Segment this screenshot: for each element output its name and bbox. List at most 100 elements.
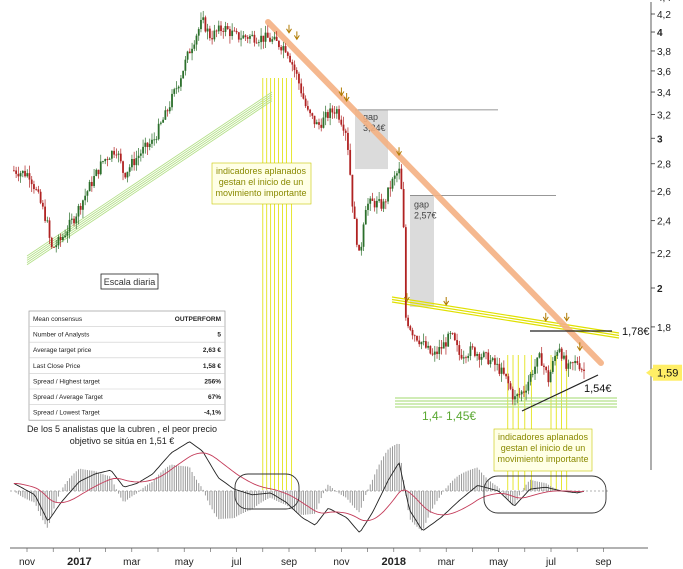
peak-arrow	[576, 342, 583, 352]
table-row-label: Mean consensus	[33, 316, 83, 323]
table-row-value: 256%	[204, 378, 221, 385]
candle-body	[171, 93, 173, 108]
candle-body	[304, 98, 307, 107]
consensus-table-frame	[28, 310, 226, 421]
candle-body	[215, 30, 218, 32]
candle-body	[53, 247, 55, 248]
table-row-value: 1,58 €	[203, 363, 221, 370]
rising-support-line	[521, 374, 599, 412]
candle-body	[583, 369, 585, 372]
candle-body	[424, 341, 427, 348]
candle-body	[556, 351, 559, 356]
time-tick-label: jul	[231, 557, 242, 568]
candle-body	[438, 347, 441, 355]
candle-body	[289, 55, 291, 63]
candle-body	[46, 220, 49, 222]
candle-body	[320, 124, 323, 128]
peak-arrow	[286, 24, 292, 34]
candle-body	[525, 390, 528, 393]
candle-body	[349, 149, 352, 175]
candle-body	[61, 237, 64, 241]
candle-body	[396, 173, 398, 176]
table-row-label: Last Close Price	[33, 363, 81, 370]
candle-body	[574, 361, 577, 364]
candle-body	[278, 40, 280, 48]
table-row-value: 5	[217, 332, 221, 339]
gap-label-line: gap	[363, 112, 378, 122]
candle-body	[271, 39, 274, 42]
candle-body	[551, 360, 554, 372]
candle-body	[534, 366, 536, 374]
support-channel-line	[26, 100, 273, 266]
candle-body	[264, 32, 267, 42]
candle-body	[569, 362, 572, 364]
candle-body	[480, 356, 483, 360]
candle-body	[17, 173, 20, 177]
candle-body	[157, 123, 160, 140]
candle-body	[465, 357, 467, 359]
time-tick-label: jul	[545, 557, 556, 568]
candle-body	[500, 367, 503, 374]
candle-body	[284, 46, 287, 53]
candle-body	[567, 363, 570, 369]
candle-body	[128, 167, 131, 172]
peak-arrow	[403, 293, 410, 303]
candle-body	[580, 369, 583, 371]
candle-body	[126, 171, 129, 178]
candle-body	[249, 35, 251, 39]
price-tick-label: 3,8	[657, 47, 671, 58]
candle-body	[202, 17, 205, 20]
candle-body	[322, 117, 325, 128]
candle-body	[257, 42, 260, 43]
level-label-178: 1,78€	[622, 326, 650, 338]
candle-body	[571, 362, 574, 364]
candle-body	[295, 70, 298, 74]
peak-arrow	[343, 93, 350, 103]
candle-body	[442, 342, 445, 349]
candle-body	[291, 62, 294, 65]
candle-body	[282, 46, 285, 51]
candle-body	[155, 139, 158, 140]
candle-body	[84, 195, 87, 201]
candle-body	[220, 25, 222, 32]
annotation-box	[211, 162, 312, 205]
candle-body	[88, 181, 91, 192]
candle-body	[217, 25, 220, 32]
candle-body	[560, 348, 563, 359]
price-tick-label: 3,4	[657, 88, 671, 99]
candle-body	[547, 370, 550, 383]
candle-body	[420, 342, 423, 345]
candle-body	[28, 173, 31, 180]
last-price-pointer	[646, 367, 653, 378]
candle-body	[329, 108, 332, 118]
time-tick-label: sep	[595, 557, 612, 568]
price-tick-label: 3,2	[657, 110, 671, 121]
candle-body	[269, 37, 271, 42]
candle-body	[231, 30, 234, 37]
candle-body	[453, 333, 456, 341]
candle-body	[273, 36, 276, 40]
candle-body	[41, 202, 44, 207]
candle-body	[119, 153, 122, 162]
candle-body	[389, 187, 392, 189]
support-channel-line	[26, 91, 273, 257]
price-tick-label: 2,4	[657, 217, 671, 228]
level-label-range: 1,4- 1,45€	[422, 409, 476, 423]
candle-body	[266, 32, 269, 38]
peak-arrow	[542, 312, 549, 322]
candle-body	[240, 38, 242, 40]
candle-body	[460, 354, 463, 359]
candle-body	[498, 363, 501, 374]
candle-body	[124, 172, 127, 178]
candle-body	[360, 246, 363, 251]
candle-body	[180, 78, 182, 87]
candles-group	[13, 10, 585, 406]
candle-body	[469, 346, 472, 356]
consensus-table: Mean consensus OUTPERFORM Number of Analys…	[28, 310, 226, 421]
candle-body	[362, 224, 365, 247]
candle-body	[75, 216, 78, 224]
candle-body	[206, 28, 209, 32]
table-row-label: Spread / Highest target	[33, 378, 100, 385]
candle-body	[99, 161, 102, 175]
